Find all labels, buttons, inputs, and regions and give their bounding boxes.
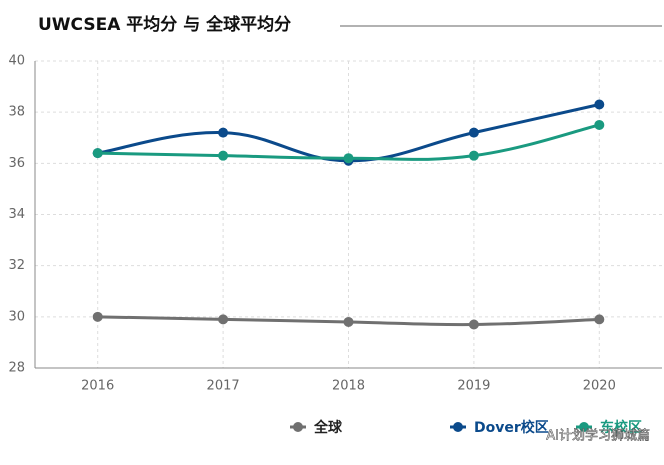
- data-point: [92, 148, 103, 159]
- data-point: [468, 150, 479, 161]
- data-point: [218, 127, 229, 138]
- y-tick-label: 30: [8, 309, 25, 324]
- data-point: [218, 314, 229, 325]
- y-tick-label: 32: [8, 258, 25, 273]
- y-tick-label: 34: [8, 207, 25, 222]
- data-point: [468, 319, 479, 330]
- x-tick-label: 2019: [457, 379, 490, 394]
- data-point: [343, 316, 354, 327]
- x-tick-label: 2016: [81, 379, 114, 394]
- x-tick-label: 2017: [207, 379, 240, 394]
- legend-label: Dover校区: [474, 419, 549, 436]
- data-point: [594, 119, 605, 130]
- legend-marker: [293, 422, 303, 432]
- data-point: [218, 150, 229, 161]
- watermark: AI计划学习狮城篇: [546, 428, 650, 444]
- legend-marker: [453, 422, 463, 432]
- chart-title: UWCSEA 平均分 与 全球平均分: [38, 14, 291, 35]
- y-tick-label: 36: [8, 156, 25, 171]
- x-tick-label: 2018: [332, 379, 365, 394]
- data-point: [594, 99, 605, 110]
- legend-label: 东校区: [600, 419, 642, 436]
- legend-label: 全球: [313, 419, 343, 436]
- y-tick-label: 40: [8, 54, 25, 69]
- x-tick-label: 2020: [583, 379, 616, 394]
- data-point: [92, 311, 103, 322]
- y-tick-label: 28: [8, 361, 25, 376]
- data-point: [343, 153, 354, 164]
- y-tick-label: 38: [8, 105, 25, 120]
- data-point: [594, 314, 605, 325]
- legend-marker: [579, 422, 589, 432]
- data-point: [468, 127, 479, 138]
